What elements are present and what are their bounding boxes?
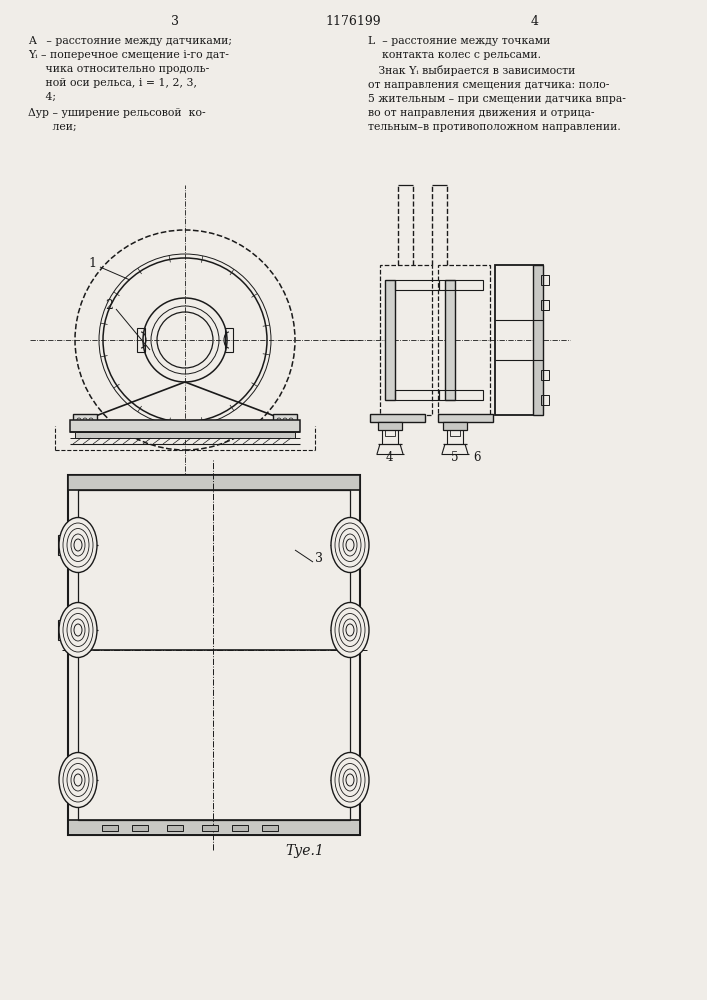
Bar bbox=[232, 825, 248, 831]
Bar bbox=[78, 490, 350, 820]
Text: чика относительно продоль-: чика относительно продоль- bbox=[28, 64, 209, 74]
Bar bbox=[395, 280, 439, 290]
Text: от направления смещения датчика: поло-: от направления смещения датчика: поло- bbox=[368, 80, 609, 90]
Bar bbox=[495, 265, 543, 415]
Text: Τуе.1: Τуе.1 bbox=[286, 844, 325, 858]
Bar bbox=[273, 414, 297, 426]
Bar bbox=[439, 280, 483, 290]
Bar bbox=[75, 432, 295, 438]
Bar bbox=[68, 475, 360, 835]
Bar bbox=[385, 280, 395, 400]
Bar bbox=[439, 390, 483, 400]
Ellipse shape bbox=[331, 518, 369, 572]
Text: 4: 4 bbox=[531, 15, 539, 28]
Ellipse shape bbox=[59, 518, 97, 572]
Text: Δyр – уширение рельсовой  ко-: Δyр – уширение рельсовой ко- bbox=[28, 108, 206, 118]
Bar bbox=[443, 422, 467, 430]
Bar bbox=[378, 422, 402, 430]
Text: 6: 6 bbox=[473, 451, 481, 464]
Bar bbox=[202, 825, 218, 831]
Bar bbox=[533, 265, 543, 415]
Ellipse shape bbox=[331, 602, 369, 658]
Text: контакта колес с рельсами.: контакта колес с рельсами. bbox=[368, 50, 541, 60]
Bar bbox=[370, 414, 425, 422]
Bar bbox=[70, 420, 300, 432]
Text: 1: 1 bbox=[88, 257, 96, 270]
Bar bbox=[395, 390, 439, 400]
Text: 3: 3 bbox=[171, 15, 179, 28]
Text: Знак Yᵢ выбирается в зависимости: Знак Yᵢ выбирается в зависимости bbox=[368, 65, 575, 76]
Bar bbox=[438, 414, 493, 422]
Bar bbox=[541, 275, 549, 285]
Text: тельным–в противоположном направлении.: тельным–в противоположном направлении. bbox=[368, 122, 621, 132]
Text: во от направления движения и отрица-: во от направления движения и отрица- bbox=[368, 108, 595, 118]
Ellipse shape bbox=[59, 602, 97, 658]
Bar bbox=[445, 280, 455, 400]
Text: Yᵢ – поперечное смещение i-го дат-: Yᵢ – поперечное смещение i-го дат- bbox=[28, 50, 229, 60]
Text: 4;: 4; bbox=[28, 92, 56, 102]
Bar bbox=[350, 535, 360, 555]
Bar bbox=[132, 825, 148, 831]
Bar bbox=[225, 328, 233, 352]
Bar bbox=[262, 825, 278, 831]
Text: леи;: леи; bbox=[28, 122, 76, 132]
Bar bbox=[450, 430, 460, 436]
Bar bbox=[350, 620, 360, 640]
Ellipse shape bbox=[331, 752, 369, 808]
Bar bbox=[438, 265, 490, 415]
Bar bbox=[137, 328, 145, 352]
Text: 5 жительным – при смещении датчика впра-: 5 жительным – при смещении датчика впра- bbox=[368, 94, 626, 104]
Text: 5: 5 bbox=[451, 451, 459, 464]
Text: 3: 3 bbox=[315, 552, 323, 565]
Bar bbox=[68, 820, 360, 835]
Bar bbox=[385, 430, 395, 436]
Text: 2: 2 bbox=[105, 299, 113, 312]
Bar bbox=[541, 300, 549, 310]
Bar bbox=[58, 620, 68, 640]
Bar bbox=[68, 650, 360, 835]
Text: 1176199: 1176199 bbox=[325, 15, 381, 28]
Text: A   – расстояние между датчиками;: A – расстояние между датчиками; bbox=[28, 36, 232, 46]
Text: 4: 4 bbox=[386, 451, 394, 464]
Text: L  – расстояние между точками: L – расстояние между точками bbox=[368, 36, 550, 46]
Bar bbox=[541, 370, 549, 380]
Bar bbox=[541, 395, 549, 405]
Ellipse shape bbox=[59, 752, 97, 808]
Text: ной оси рельса, i = 1, 2, 3,: ной оси рельса, i = 1, 2, 3, bbox=[28, 78, 197, 88]
Bar bbox=[73, 414, 97, 426]
Bar bbox=[102, 825, 118, 831]
Bar bbox=[380, 265, 432, 415]
Bar bbox=[58, 535, 68, 555]
Bar bbox=[68, 475, 360, 490]
Bar bbox=[167, 825, 183, 831]
